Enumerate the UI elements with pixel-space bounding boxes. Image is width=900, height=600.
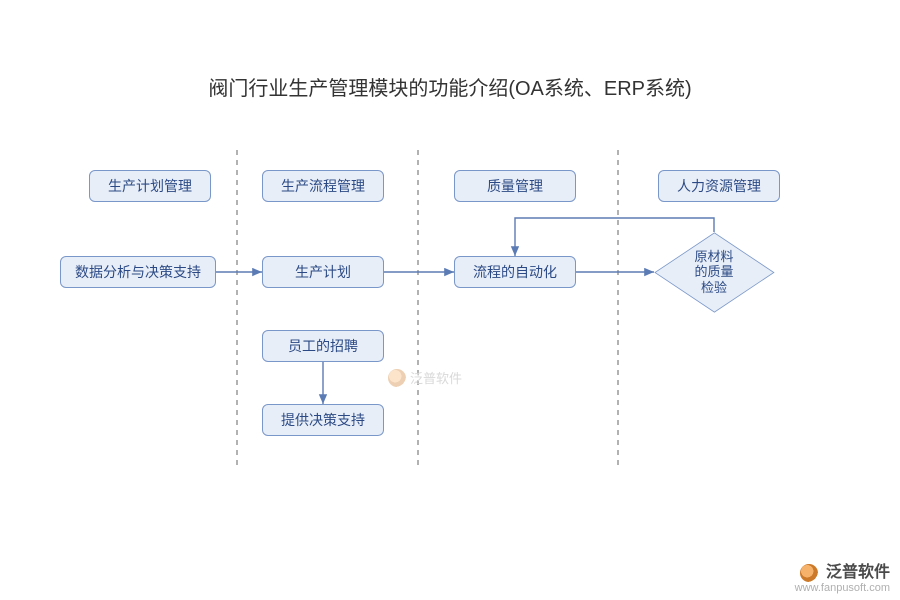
node-r1c4: 人力资源管理 xyxy=(658,170,780,202)
node-r2c4: 原材料 的质量 检验 xyxy=(654,232,774,312)
node-r1c1: 生产计划管理 xyxy=(89,170,211,202)
watermark-bottom: 泛普软件 www.fanpusoft.com xyxy=(795,564,890,594)
node-r2c1: 数据分析与决策支持 xyxy=(60,256,216,288)
watermark-center-text: 泛普软件 xyxy=(410,368,462,387)
watermark-brand-row: 泛普软件 xyxy=(795,564,890,582)
node-r1c2: 生产流程管理 xyxy=(262,170,384,202)
flow-arrows xyxy=(216,218,714,404)
brand-logo-icon xyxy=(800,564,818,582)
node-r2c2: 生产计划 xyxy=(262,256,384,288)
watermark-center: 泛普软件 xyxy=(388,368,462,387)
diagram-title: 阀门行业生产管理模块的功能介绍(OA系统、ERP系统) xyxy=(0,72,900,101)
node-r3c2: 员工的招聘 xyxy=(262,330,384,362)
watermark-url: www.fanpusoft.com xyxy=(795,582,890,594)
node-r2c3: 流程的自动化 xyxy=(454,256,576,288)
watermark-logo-icon xyxy=(388,369,406,387)
node-label: 原材料 的质量 检验 xyxy=(654,232,774,312)
node-r1c3: 质量管理 xyxy=(454,170,576,202)
node-r4c2: 提供决策支持 xyxy=(262,404,384,436)
watermark-brand: 泛普软件 xyxy=(826,564,890,581)
